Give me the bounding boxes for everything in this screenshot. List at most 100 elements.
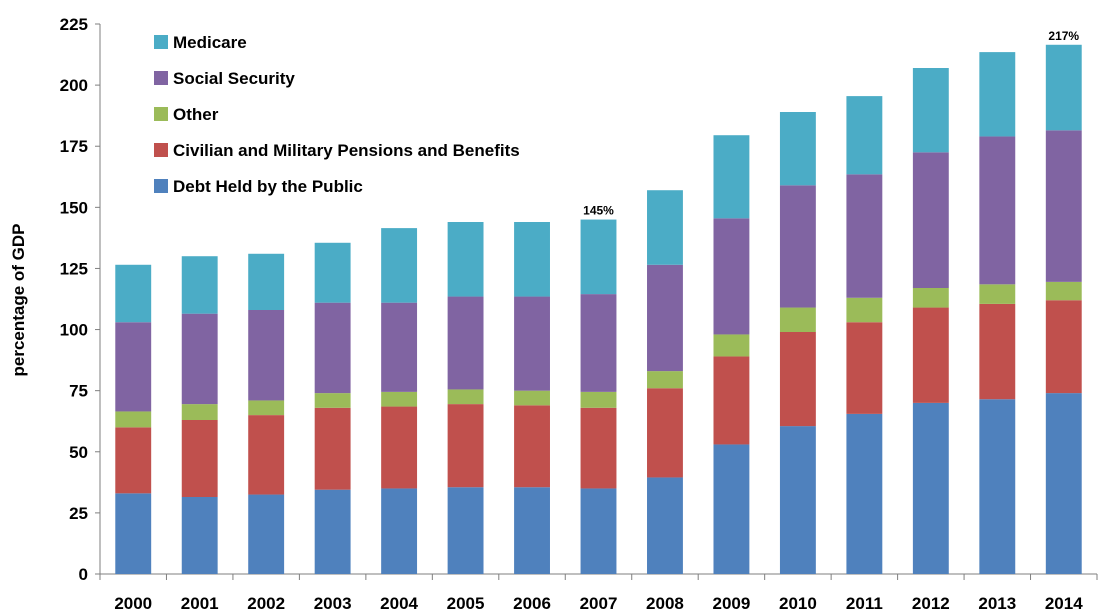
legend-item: Debt Held by the Public	[154, 177, 363, 196]
bar-segment	[1045, 281, 1082, 301]
bar-segment	[1045, 44, 1082, 131]
legend-item: Civilian and Military Pensions and Benef…	[154, 141, 520, 160]
y-axis-title: percentage of GDP	[9, 223, 28, 376]
bar-segment	[314, 393, 351, 408]
x-tick-label: 2001	[181, 594, 219, 613]
x-tick-label: 2008	[646, 594, 684, 613]
x-tick-label: 2013	[978, 594, 1016, 613]
legend-item: Social Security	[154, 69, 295, 88]
bar-segment	[514, 296, 550, 391]
legend-label: Civilian and Military Pensions and Benef…	[173, 141, 520, 160]
bar-segment	[713, 334, 750, 357]
x-tick-label: 2011	[846, 594, 883, 613]
legend-label: Medicare	[173, 33, 247, 52]
bar-segment	[647, 371, 683, 389]
bar-segment	[1045, 393, 1082, 574]
legend-swatch	[154, 179, 168, 193]
bar-segment	[779, 426, 816, 574]
bar-segment	[381, 488, 418, 574]
bar-segment	[381, 391, 418, 407]
bar-segment	[447, 296, 484, 390]
bar-segment	[779, 112, 816, 186]
bar-segment	[248, 310, 285, 401]
bar-segment	[580, 488, 617, 574]
x-tick-label: 2005	[447, 594, 485, 613]
bar-segment	[115, 264, 152, 323]
bar-segment	[314, 302, 351, 394]
y-tick-label: 75	[69, 382, 88, 401]
y-tick-label: 175	[60, 137, 88, 156]
bar-segment	[248, 494, 285, 574]
bar-segment	[181, 497, 218, 574]
bar-segment	[912, 307, 949, 403]
legend-swatch	[154, 143, 168, 157]
x-tick-label: 2000	[114, 594, 152, 613]
bar-segment	[912, 402, 949, 574]
y-tick-label: 0	[79, 565, 88, 584]
bar-segment	[181, 420, 218, 497]
bar-segment	[912, 288, 949, 308]
bar-segment	[779, 307, 816, 332]
y-axis: 0 25 50 75 100 125 150 175 200 225	[60, 15, 101, 584]
legend-item: Medicare	[154, 33, 247, 52]
bar-segment	[846, 322, 883, 414]
data-label: 217%	[1048, 29, 1079, 43]
y-tick-label: 125	[60, 259, 88, 278]
bars	[115, 44, 1082, 574]
bar-segment	[713, 444, 750, 574]
bar-segment	[979, 52, 1016, 137]
bar-segment	[846, 297, 883, 323]
bar-segment	[713, 135, 750, 219]
bar-segment	[713, 218, 750, 335]
bar-segment	[912, 68, 949, 153]
bar-segment	[514, 487, 550, 574]
bar-segment	[447, 487, 484, 574]
x-tick-label: 2012	[912, 594, 950, 613]
bar-segment	[115, 322, 152, 412]
bar-segment	[912, 152, 949, 288]
y-tick-label: 50	[69, 443, 88, 462]
bar-segment	[647, 264, 683, 372]
bar-segment	[846, 413, 883, 574]
bar-segment	[647, 190, 683, 265]
y-tick-label: 225	[60, 15, 88, 34]
y-tick-label: 100	[60, 321, 88, 340]
bar-segment	[181, 404, 218, 420]
bar-segment	[181, 313, 218, 405]
bar-segment	[381, 228, 418, 303]
x-tick-label: 2002	[247, 594, 285, 613]
legend-swatch	[154, 107, 168, 121]
bar-segment	[314, 407, 351, 490]
bar-segment	[1045, 130, 1082, 282]
bar-segment	[447, 404, 484, 488]
bar-segment	[514, 390, 550, 406]
bar-segment	[1045, 300, 1082, 394]
bar-segment	[181, 256, 218, 314]
bar-segment	[115, 411, 152, 428]
bar-segment	[115, 427, 152, 494]
bar-segment	[846, 174, 883, 298]
legend-swatch	[154, 71, 168, 85]
y-tick-label: 150	[60, 198, 88, 217]
bar-segment	[381, 302, 418, 392]
bar-segment	[580, 219, 617, 295]
x-tick-label: 2006	[513, 594, 551, 613]
y-tick-label: 200	[60, 76, 88, 95]
legend: Medicare Social Security Other Civilian and…	[154, 33, 520, 196]
legend-label: Debt Held by the Public	[173, 177, 363, 196]
bar-segment	[979, 136, 1016, 285]
bar-segment	[580, 407, 617, 489]
x-tick-label: 2010	[779, 594, 817, 613]
x-tick-label: 2003	[314, 594, 352, 613]
x-axis: 2000 2001 2002 2003 2004 2005 2006 2007 2008 2009…	[99, 573, 1098, 613]
bar-segment	[647, 477, 683, 574]
x-tick-label: 2004	[380, 594, 418, 613]
bar-segment	[979, 303, 1016, 400]
data-labels: 145% 217%	[583, 29, 1079, 218]
bar-segment	[248, 400, 285, 416]
bar-segment	[580, 294, 617, 392]
bar-segment	[248, 253, 285, 310]
bar-segment	[514, 222, 550, 297]
bar-segment	[779, 185, 816, 308]
bar-segment	[713, 356, 750, 445]
